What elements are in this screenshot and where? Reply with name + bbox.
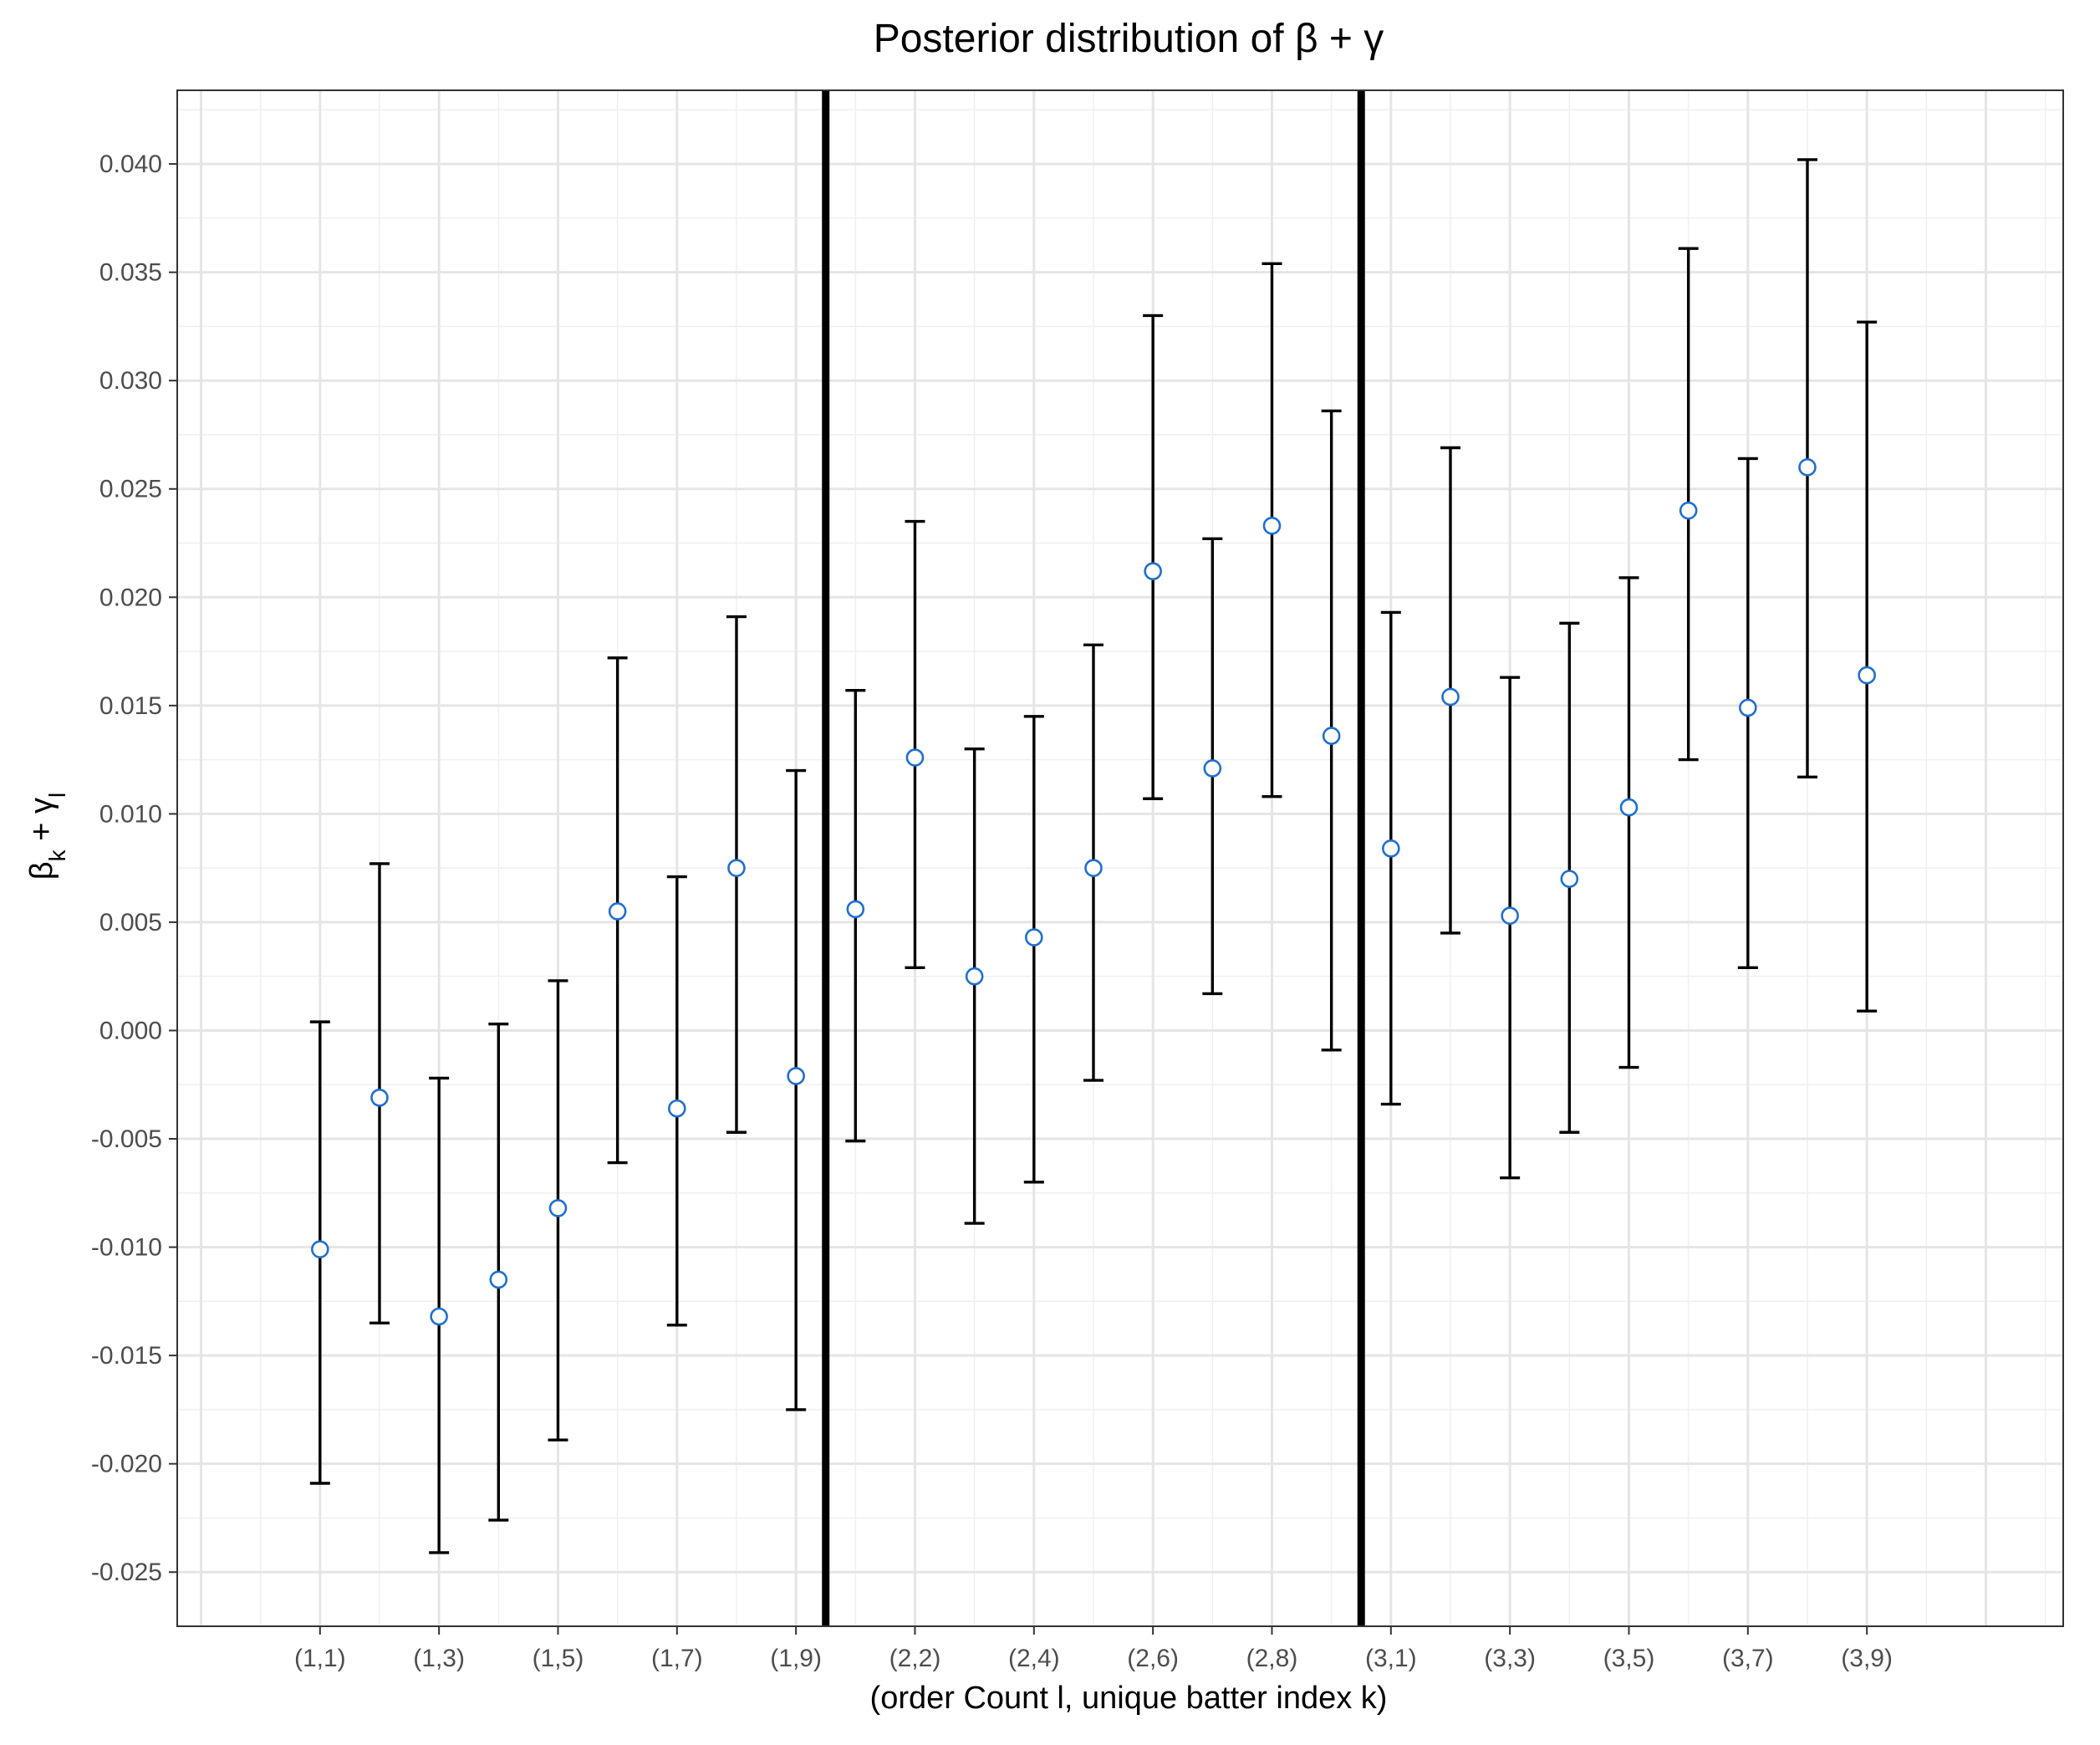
mean-point-(2,9) [1322, 727, 1341, 745]
mean-point-(3,3) [1501, 906, 1519, 925]
y-tick-label: 0.040 [99, 151, 162, 178]
x-tick-label: (3,9) [1841, 1645, 1893, 1672]
y-axis-title: βk + γl [24, 793, 70, 880]
x-tick-label: (3,1) [1365, 1645, 1417, 1672]
y-tick-label: 0.000 [99, 1017, 162, 1044]
x-tick-label: (1,5) [533, 1645, 584, 1672]
error-bar-(1,9) [786, 768, 807, 1411]
mean-point-(3,9) [1858, 666, 1876, 685]
mean-point-(1,8) [727, 859, 746, 877]
mean-point-(3,5) [1619, 798, 1639, 817]
error-bar-(3,1) [1380, 610, 1401, 1106]
mean-point-(1,7) [668, 1099, 686, 1118]
mean-point-(2,1) [846, 900, 865, 919]
y-tick-label: 0.030 [99, 367, 162, 395]
y-tick-label: 0.015 [99, 692, 162, 720]
y-axis: -0.025 -0.020 -0.015 -0.010 -0.005 0.000 0.005… [91, 151, 177, 1586]
y-tick-label: -0.015 [91, 1342, 162, 1370]
error-bar-(2,6) [1143, 314, 1164, 800]
posterior-means [311, 458, 1876, 1326]
y-tick-label: -0.025 [91, 1559, 162, 1586]
panel-border [176, 89, 2064, 1627]
y-tick-label: 0.010 [99, 800, 162, 828]
y-tick-label: 0.020 [99, 584, 162, 611]
error-bar-(2,3) [964, 747, 985, 1225]
x-tick-label: (1,9) [770, 1645, 822, 1672]
major-gridlines [177, 90, 2063, 1626]
x-axis: (1,1) (1,3) (1,5) (1,7) (1,9) (2,2) (2,4) (2,6)… [294, 1626, 1893, 1672]
mean-point-(1,2) [370, 1089, 389, 1107]
x-tick-label: (3,7) [1722, 1645, 1774, 1672]
mean-point-(1,5) [548, 1199, 568, 1217]
mean-point-(3,6) [1679, 501, 1698, 520]
mean-point-(3,8) [1798, 458, 1817, 477]
x-tick-label: (2,2) [889, 1645, 941, 1672]
mean-point-(2,8) [1262, 516, 1282, 535]
plot-panel [176, 89, 2064, 1627]
mean-point-(1,9) [787, 1067, 805, 1085]
x-tick-label: (1,7) [651, 1645, 703, 1672]
error-bar-(3,3) [1500, 676, 1521, 1180]
x-axis-title: (order Count l, unique batter index k) [870, 1681, 1388, 1716]
mean-point-(1,6) [608, 902, 627, 921]
y-tick-label: 0.025 [99, 476, 162, 503]
x-tick-label: (1,1) [294, 1645, 346, 1672]
mean-point-(1,3) [430, 1307, 448, 1326]
mean-point-(3,7) [1739, 698, 1757, 717]
y-tick-label: 0.005 [99, 909, 162, 936]
x-tick-label: (2,6) [1127, 1645, 1179, 1672]
chart-title: Posterior distribution of β + γ [874, 17, 1384, 61]
mean-point-(2,7) [1203, 759, 1222, 778]
error-bar-(3,5) [1618, 576, 1639, 1069]
y-tick-label: -0.020 [91, 1451, 162, 1478]
y-tick-label: 0.035 [99, 259, 162, 287]
y-tick-label: -0.010 [91, 1234, 162, 1262]
mean-point-(1,1) [311, 1240, 329, 1258]
y-tick-label: -0.005 [91, 1125, 162, 1153]
error-bar-(2,4) [1023, 715, 1044, 1184]
x-tick-label: (3,3) [1484, 1645, 1536, 1672]
minor-gridlines [177, 90, 2063, 1626]
mean-point-(2,2) [905, 748, 925, 767]
x-tick-label: (3,5) [1603, 1645, 1655, 1672]
x-tick-label: (2,8) [1246, 1645, 1298, 1672]
mean-point-(2,6) [1144, 562, 1162, 580]
mean-point-(2,4) [1025, 928, 1043, 946]
mean-point-(3,1) [1382, 839, 1400, 858]
group-separator-lines [822, 90, 1365, 1626]
error-bar-(2,2) [905, 519, 925, 970]
mean-point-(3,4) [1560, 870, 1579, 888]
mean-point-(2,3) [965, 967, 984, 986]
x-tick-label: (1,3) [413, 1645, 465, 1672]
mean-point-(1,4) [489, 1270, 508, 1289]
mean-point-(2,5) [1084, 859, 1103, 877]
mean-point-(3,2) [1441, 687, 1460, 707]
x-tick-label: (2,4) [1008, 1645, 1060, 1672]
